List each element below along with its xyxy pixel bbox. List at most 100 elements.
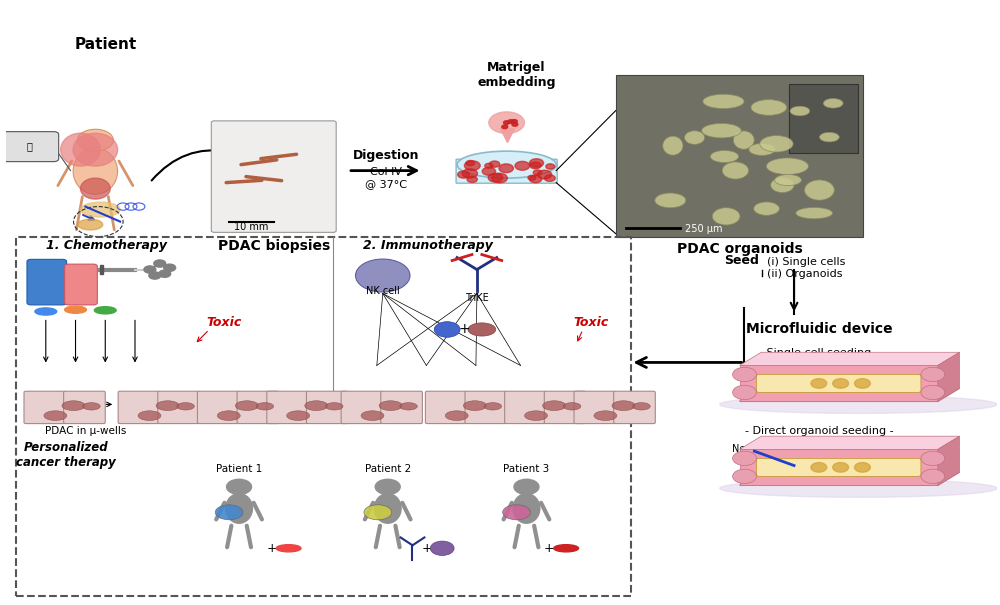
Ellipse shape	[256, 402, 274, 410]
Circle shape	[546, 164, 555, 169]
FancyBboxPatch shape	[158, 391, 199, 423]
Circle shape	[528, 175, 536, 180]
Ellipse shape	[703, 94, 744, 109]
Ellipse shape	[62, 401, 85, 411]
Circle shape	[537, 170, 552, 179]
FancyArrowPatch shape	[108, 197, 114, 230]
Ellipse shape	[94, 307, 116, 314]
Text: (ii) Organoids: (ii) Organoids	[767, 269, 843, 279]
Circle shape	[811, 463, 827, 472]
Circle shape	[504, 121, 509, 125]
Ellipse shape	[457, 151, 556, 178]
Text: Patient: Patient	[74, 38, 136, 52]
Circle shape	[144, 266, 156, 273]
FancyBboxPatch shape	[24, 391, 66, 423]
Ellipse shape	[563, 402, 581, 410]
FancyArrowPatch shape	[541, 503, 549, 520]
Ellipse shape	[751, 100, 787, 116]
FancyBboxPatch shape	[65, 264, 97, 305]
FancyArrowPatch shape	[227, 526, 231, 548]
Circle shape	[499, 164, 513, 172]
Circle shape	[733, 367, 756, 382]
Ellipse shape	[720, 479, 997, 497]
FancyArrowPatch shape	[76, 197, 82, 230]
Ellipse shape	[73, 148, 118, 194]
Ellipse shape	[720, 396, 997, 413]
FancyBboxPatch shape	[267, 391, 308, 423]
Circle shape	[733, 451, 756, 466]
Ellipse shape	[685, 131, 705, 145]
Circle shape	[434, 322, 460, 337]
Text: Digestion: Digestion	[352, 149, 419, 162]
Circle shape	[508, 120, 514, 123]
Circle shape	[464, 161, 480, 171]
Text: Patient 2: Patient 2	[365, 464, 411, 474]
FancyBboxPatch shape	[341, 391, 383, 423]
Circle shape	[529, 175, 542, 183]
FancyBboxPatch shape	[306, 391, 348, 423]
Ellipse shape	[594, 411, 617, 420]
FancyArrowPatch shape	[216, 503, 224, 520]
FancyBboxPatch shape	[425, 391, 467, 423]
Ellipse shape	[612, 401, 635, 411]
Circle shape	[482, 168, 496, 175]
Circle shape	[811, 379, 827, 388]
Ellipse shape	[356, 259, 410, 292]
FancyArrowPatch shape	[254, 503, 262, 520]
Polygon shape	[938, 436, 960, 485]
Ellipse shape	[80, 202, 120, 217]
Ellipse shape	[44, 411, 67, 420]
Ellipse shape	[215, 505, 243, 520]
FancyBboxPatch shape	[574, 391, 616, 423]
Ellipse shape	[65, 306, 86, 313]
Ellipse shape	[83, 402, 100, 410]
Circle shape	[921, 451, 945, 466]
FancyBboxPatch shape	[544, 391, 586, 423]
Polygon shape	[740, 388, 960, 401]
Circle shape	[489, 112, 524, 134]
FancyArrowPatch shape	[395, 526, 400, 548]
Ellipse shape	[80, 178, 110, 199]
Ellipse shape	[733, 131, 754, 149]
Circle shape	[492, 173, 507, 183]
Ellipse shape	[35, 308, 57, 315]
Ellipse shape	[445, 411, 468, 420]
Circle shape	[515, 162, 530, 170]
Polygon shape	[740, 365, 938, 401]
FancyBboxPatch shape	[211, 121, 336, 232]
FancyBboxPatch shape	[197, 391, 239, 423]
FancyArrowPatch shape	[534, 526, 538, 548]
FancyBboxPatch shape	[237, 391, 279, 423]
Text: @ 37°C: @ 37°C	[365, 179, 407, 189]
Circle shape	[511, 120, 517, 123]
FancyBboxPatch shape	[465, 391, 507, 423]
FancyBboxPatch shape	[505, 391, 546, 423]
Text: +: +	[458, 322, 470, 336]
Circle shape	[227, 479, 252, 494]
Text: 1. Chemotherapy: 1. Chemotherapy	[46, 239, 167, 252]
Ellipse shape	[790, 106, 810, 116]
Text: - Single cell seeding -: - Single cell seeding -	[759, 348, 879, 358]
Circle shape	[529, 159, 544, 168]
Circle shape	[375, 479, 400, 494]
Text: Seed: Seed	[724, 254, 759, 267]
FancyArrowPatch shape	[376, 526, 380, 548]
Ellipse shape	[226, 494, 252, 523]
Ellipse shape	[760, 136, 793, 152]
Circle shape	[154, 260, 166, 267]
Ellipse shape	[749, 143, 775, 155]
Circle shape	[149, 272, 161, 279]
Ellipse shape	[156, 401, 179, 411]
Text: PDAC organoids: PDAC organoids	[677, 241, 802, 255]
Circle shape	[77, 129, 113, 151]
Text: Needle: Needle	[732, 444, 767, 454]
Circle shape	[855, 379, 870, 388]
Ellipse shape	[722, 162, 749, 179]
Ellipse shape	[754, 202, 779, 215]
Ellipse shape	[775, 174, 801, 186]
Circle shape	[733, 469, 756, 483]
Circle shape	[488, 173, 503, 182]
Polygon shape	[938, 352, 960, 401]
Ellipse shape	[374, 494, 401, 523]
Text: Personalized
cancer therapy: Personalized cancer therapy	[16, 442, 115, 469]
